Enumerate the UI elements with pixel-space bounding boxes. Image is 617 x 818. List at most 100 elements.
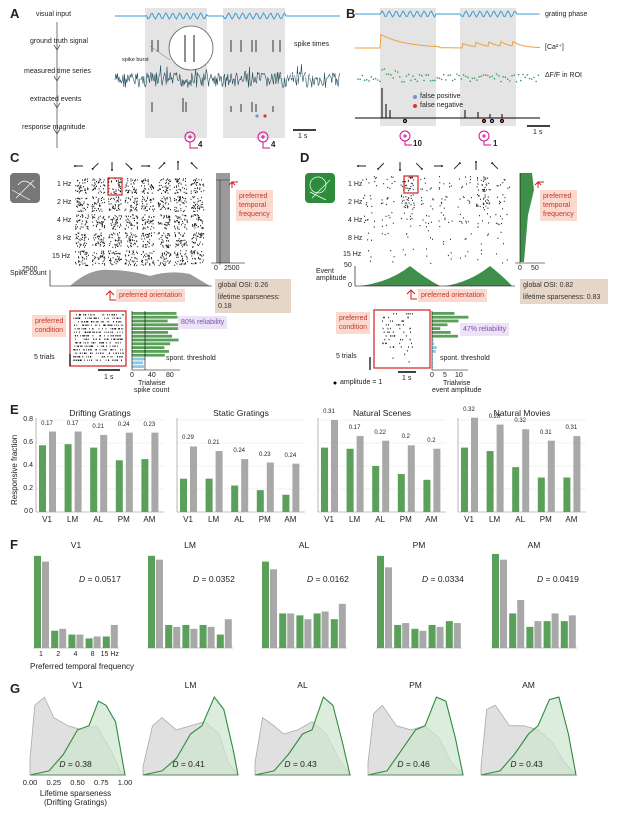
f-bar-gray (287, 613, 295, 648)
e-data-label: 0.31 (323, 409, 335, 415)
scale-a: 1 s (298, 133, 308, 140)
freq-c-8: 8 Hz (57, 235, 72, 242)
g-xtick-3: 0.75 (93, 778, 109, 787)
f-bar-green (102, 636, 110, 648)
f-xtick: 4 (73, 651, 78, 658)
raster-grid-c (75, 178, 205, 267)
c-side-x2500: 2500 (224, 265, 240, 272)
e-bar-gray (125, 432, 133, 512)
label-calcium: [Ca²⁺] (545, 44, 564, 51)
panel-label-c: C (10, 150, 20, 165)
scale-c: 1 s (104, 374, 114, 381)
e-bar-green (461, 447, 468, 512)
f-bar-gray (551, 613, 559, 648)
e-bar-gray (522, 429, 530, 512)
extracted-events (151, 98, 274, 118)
pref-ori-box-d: preferred orientation (418, 289, 488, 302)
magnitude-b2: 1 (493, 139, 498, 148)
f-bar-green (296, 615, 304, 648)
f-bar-gray (568, 615, 576, 648)
e-bar-green (256, 490, 264, 512)
f-bar-gray (224, 619, 232, 648)
magnitude-a2: 4 (271, 140, 276, 149)
f-bar-gray (304, 619, 312, 648)
panel-label-d: D (300, 150, 310, 165)
osi-box-c: global OSI: 0.26 lifetime sparseness: 0.… (215, 279, 291, 313)
f-stat-4: D = 0.0419 (537, 574, 579, 584)
e-chart-title-1: Static Gratings (213, 408, 269, 418)
panel-e-charts (35, 417, 586, 513)
e-xtick: V1 (324, 515, 334, 524)
e-bar-green (115, 460, 123, 512)
e-xtick: V1 (42, 515, 52, 524)
freq-c-4: 4 Hz (57, 217, 72, 224)
g-xtick-4: 1.00 (117, 778, 133, 787)
c-x40: 40 (148, 372, 156, 379)
f-bar-green (394, 624, 402, 648)
preferred-cell-c (107, 177, 123, 196)
g-chart-title-4: AM (522, 680, 535, 690)
e-bar-gray (74, 431, 82, 512)
e-data-label: 0.31 (539, 429, 552, 436)
freq-d-1: 1 Hz (348, 181, 363, 188)
voltage-trace (114, 64, 341, 89)
f-bar-green (445, 621, 453, 648)
d-side-x50: 50 (531, 265, 539, 272)
g-stat-1: D = 0.41 (172, 759, 205, 769)
g-xtick-0: 0.00 (22, 778, 38, 787)
panel-label-f: F (10, 537, 18, 552)
e-xtick: PM (117, 515, 130, 524)
g-area-green (29, 700, 126, 776)
xlab-c: Trialwise spike count (134, 380, 170, 394)
label-voltage-trace: voltage trace (280, 73, 321, 80)
e-bar-gray (382, 440, 390, 512)
e-bar-green (205, 478, 213, 512)
trials-c: 5 trials (34, 354, 55, 361)
f-bar-gray (402, 623, 410, 648)
spike-count-label: Spike count (10, 270, 47, 277)
e-bar-green (372, 466, 380, 512)
g-area-green (480, 696, 577, 776)
freq-d-2: 2 Hz (348, 199, 363, 206)
e-ytick-3: 0.6 (23, 439, 33, 446)
e-data-label: 0.23 (143, 421, 156, 428)
e-bar-green (512, 467, 520, 512)
osi-c: global OSI: 0.26 (218, 282, 269, 289)
f-bar-gray (453, 623, 461, 648)
c-x0: 0 (130, 372, 134, 379)
label-spike-times: spike times (294, 41, 330, 48)
f-bar-green (216, 634, 224, 648)
g-stat-3: D = 0.46 (397, 759, 430, 769)
e-bar-gray (547, 440, 555, 512)
f-bar-green (262, 561, 269, 648)
f-bar-green (492, 553, 499, 648)
e-xtick: PM (399, 515, 412, 524)
step-response: response magnitude (22, 124, 86, 131)
f-bar-green (85, 638, 93, 648)
freq-c-1: 1 Hz (57, 181, 72, 188)
grating-wave-b (355, 10, 540, 19)
e-ytick-0: 0 (24, 508, 28, 515)
label-false-positive: false positive (420, 93, 461, 100)
e-xtick: LM (349, 515, 361, 524)
f-bar-green (377, 555, 384, 648)
f-bar-gray (436, 626, 444, 648)
e-xtick: AM (143, 515, 156, 524)
f-bar-gray (385, 567, 392, 648)
freq-c-15: 15 Hz (52, 253, 71, 260)
f-bar-gray (110, 624, 118, 648)
f-bar-green (330, 619, 338, 648)
e-ytick-4: 0.8 (23, 416, 33, 423)
f-chart-title-4: AM (527, 540, 541, 550)
e-xtick: PM (539, 515, 552, 524)
e-xtick: AL (515, 515, 526, 524)
f-bar-gray (270, 569, 277, 648)
panel-d-graphics (305, 161, 545, 385)
e-bar-green (141, 459, 149, 512)
pref-cond-box-d: preferred condition (336, 312, 371, 334)
f-bar-gray (93, 636, 101, 648)
f-xtick: 1 (39, 651, 43, 658)
panel-a-graphics (53, 8, 341, 149)
spont-c: spont. threshold (166, 355, 216, 362)
